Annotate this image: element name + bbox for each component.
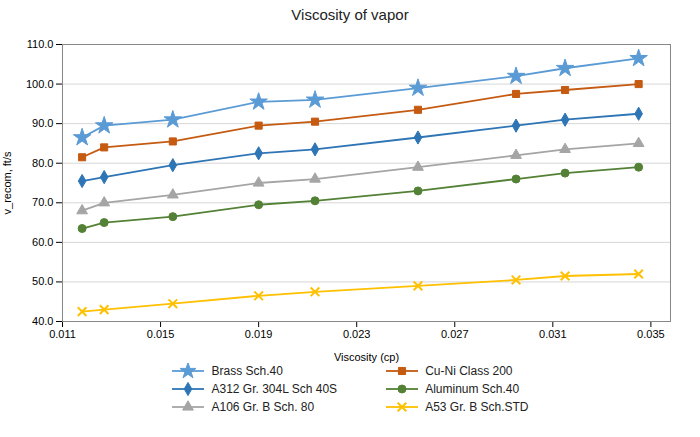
html-text:A312 Gr. 304L Sch 40S: A312 Gr. 304L Sch 40S xyxy=(211,382,338,396)
html-text:A106 Gr. B Sch. 80: A106 Gr. B Sch. 80 xyxy=(211,400,315,414)
svg-text:0.035: 0.035 xyxy=(637,328,665,340)
svg-text:0.031: 0.031 xyxy=(539,328,567,340)
svg-text:60.0: 60.0 xyxy=(32,236,53,248)
svg-text:110.0: 110.0 xyxy=(27,38,54,50)
svg-text:100.0: 100.0 xyxy=(26,78,54,90)
svg-text:Viscosity (cp): Viscosity (cp) xyxy=(334,351,399,363)
svg-text:40.0: 40.0 xyxy=(32,315,53,327)
html-text:Aluminum Sch.40: Aluminum Sch.40 xyxy=(425,382,520,396)
svg-text:0.027: 0.027 xyxy=(441,328,469,340)
svg-text:50.0: 50.0 xyxy=(32,275,53,287)
svg-text:70.0: 70.0 xyxy=(32,196,53,208)
html-text:A53 Gr. B Sch.STD: A53 Gr. B Sch.STD xyxy=(425,400,529,414)
svg-text:0.023: 0.023 xyxy=(343,328,371,340)
svg-text:0.015: 0.015 xyxy=(147,328,175,340)
html-text:Viscosity of vapor: Viscosity of vapor xyxy=(291,6,409,23)
svg-text:0.019: 0.019 xyxy=(245,328,273,340)
svg-text:80.0: 80.0 xyxy=(32,157,53,169)
html-text:Cu-Ni Class 200: Cu-Ni Class 200 xyxy=(425,364,513,378)
svg-text:v_recom, ft/s: v_recom, ft/s xyxy=(1,151,13,214)
svg-text:0.011: 0.011 xyxy=(49,328,76,340)
svg-text:90.0: 90.0 xyxy=(32,117,53,129)
html-text:Brass Sch.40: Brass Sch.40 xyxy=(211,364,283,378)
